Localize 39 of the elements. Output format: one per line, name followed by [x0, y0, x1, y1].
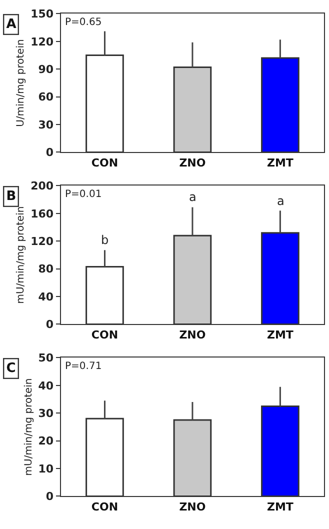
y-tick-label: 30	[38, 118, 54, 132]
x-tick-label: ZNO	[179, 156, 206, 170]
chart-title: C	[6, 361, 16, 376]
annotation: P=0.01	[65, 189, 102, 200]
x-tick-label: CON	[91, 156, 118, 170]
y-tick-label: 30	[38, 406, 54, 420]
annotation: a	[277, 194, 284, 208]
y-tick-label: 0	[46, 490, 54, 504]
chart-title: A	[6, 17, 16, 32]
x-tick-label: CON	[91, 500, 118, 514]
x-tick-label: ZNO	[179, 500, 206, 514]
y-tick-label: 120	[30, 234, 54, 248]
y-tick-label: 150	[30, 8, 54, 21]
annotation: b	[101, 233, 109, 247]
x-tick-label: ZNO	[179, 328, 206, 342]
y-tick-label: 80	[38, 262, 54, 276]
y-tick-label: 50	[38, 352, 54, 365]
y-axis-title: mU/min/mg protein	[16, 206, 27, 304]
chart-title: B	[6, 189, 16, 204]
y-tick-label: 0	[46, 318, 54, 332]
y-tick-label: 120	[30, 35, 54, 48]
y-tick-label: 0	[46, 146, 54, 160]
y-tick-label: 10	[38, 462, 54, 476]
y-axis-title: mU/min/mg protein	[23, 378, 34, 476]
annotation: P=0.71	[65, 361, 102, 372]
x-tick-label: ZMT	[266, 156, 294, 170]
y-tick-label: 160	[30, 207, 54, 220]
y-tick-label: 60	[38, 90, 54, 104]
x-tick-label: CON	[91, 328, 118, 342]
x-tick-label: ZMT	[266, 328, 294, 342]
y-tick-label: 40	[38, 379, 54, 392]
y-tick-label: 40	[38, 290, 54, 304]
y-tick-label: 20	[38, 434, 54, 448]
y-tick-label: 90	[38, 62, 54, 76]
y-tick-label: 200	[30, 180, 54, 193]
annotation: P=0.65	[65, 17, 102, 28]
x-tick-label: ZMT	[266, 500, 294, 514]
y-axis-title: U/min/mg protein	[16, 39, 27, 127]
annotation: a	[189, 190, 196, 204]
